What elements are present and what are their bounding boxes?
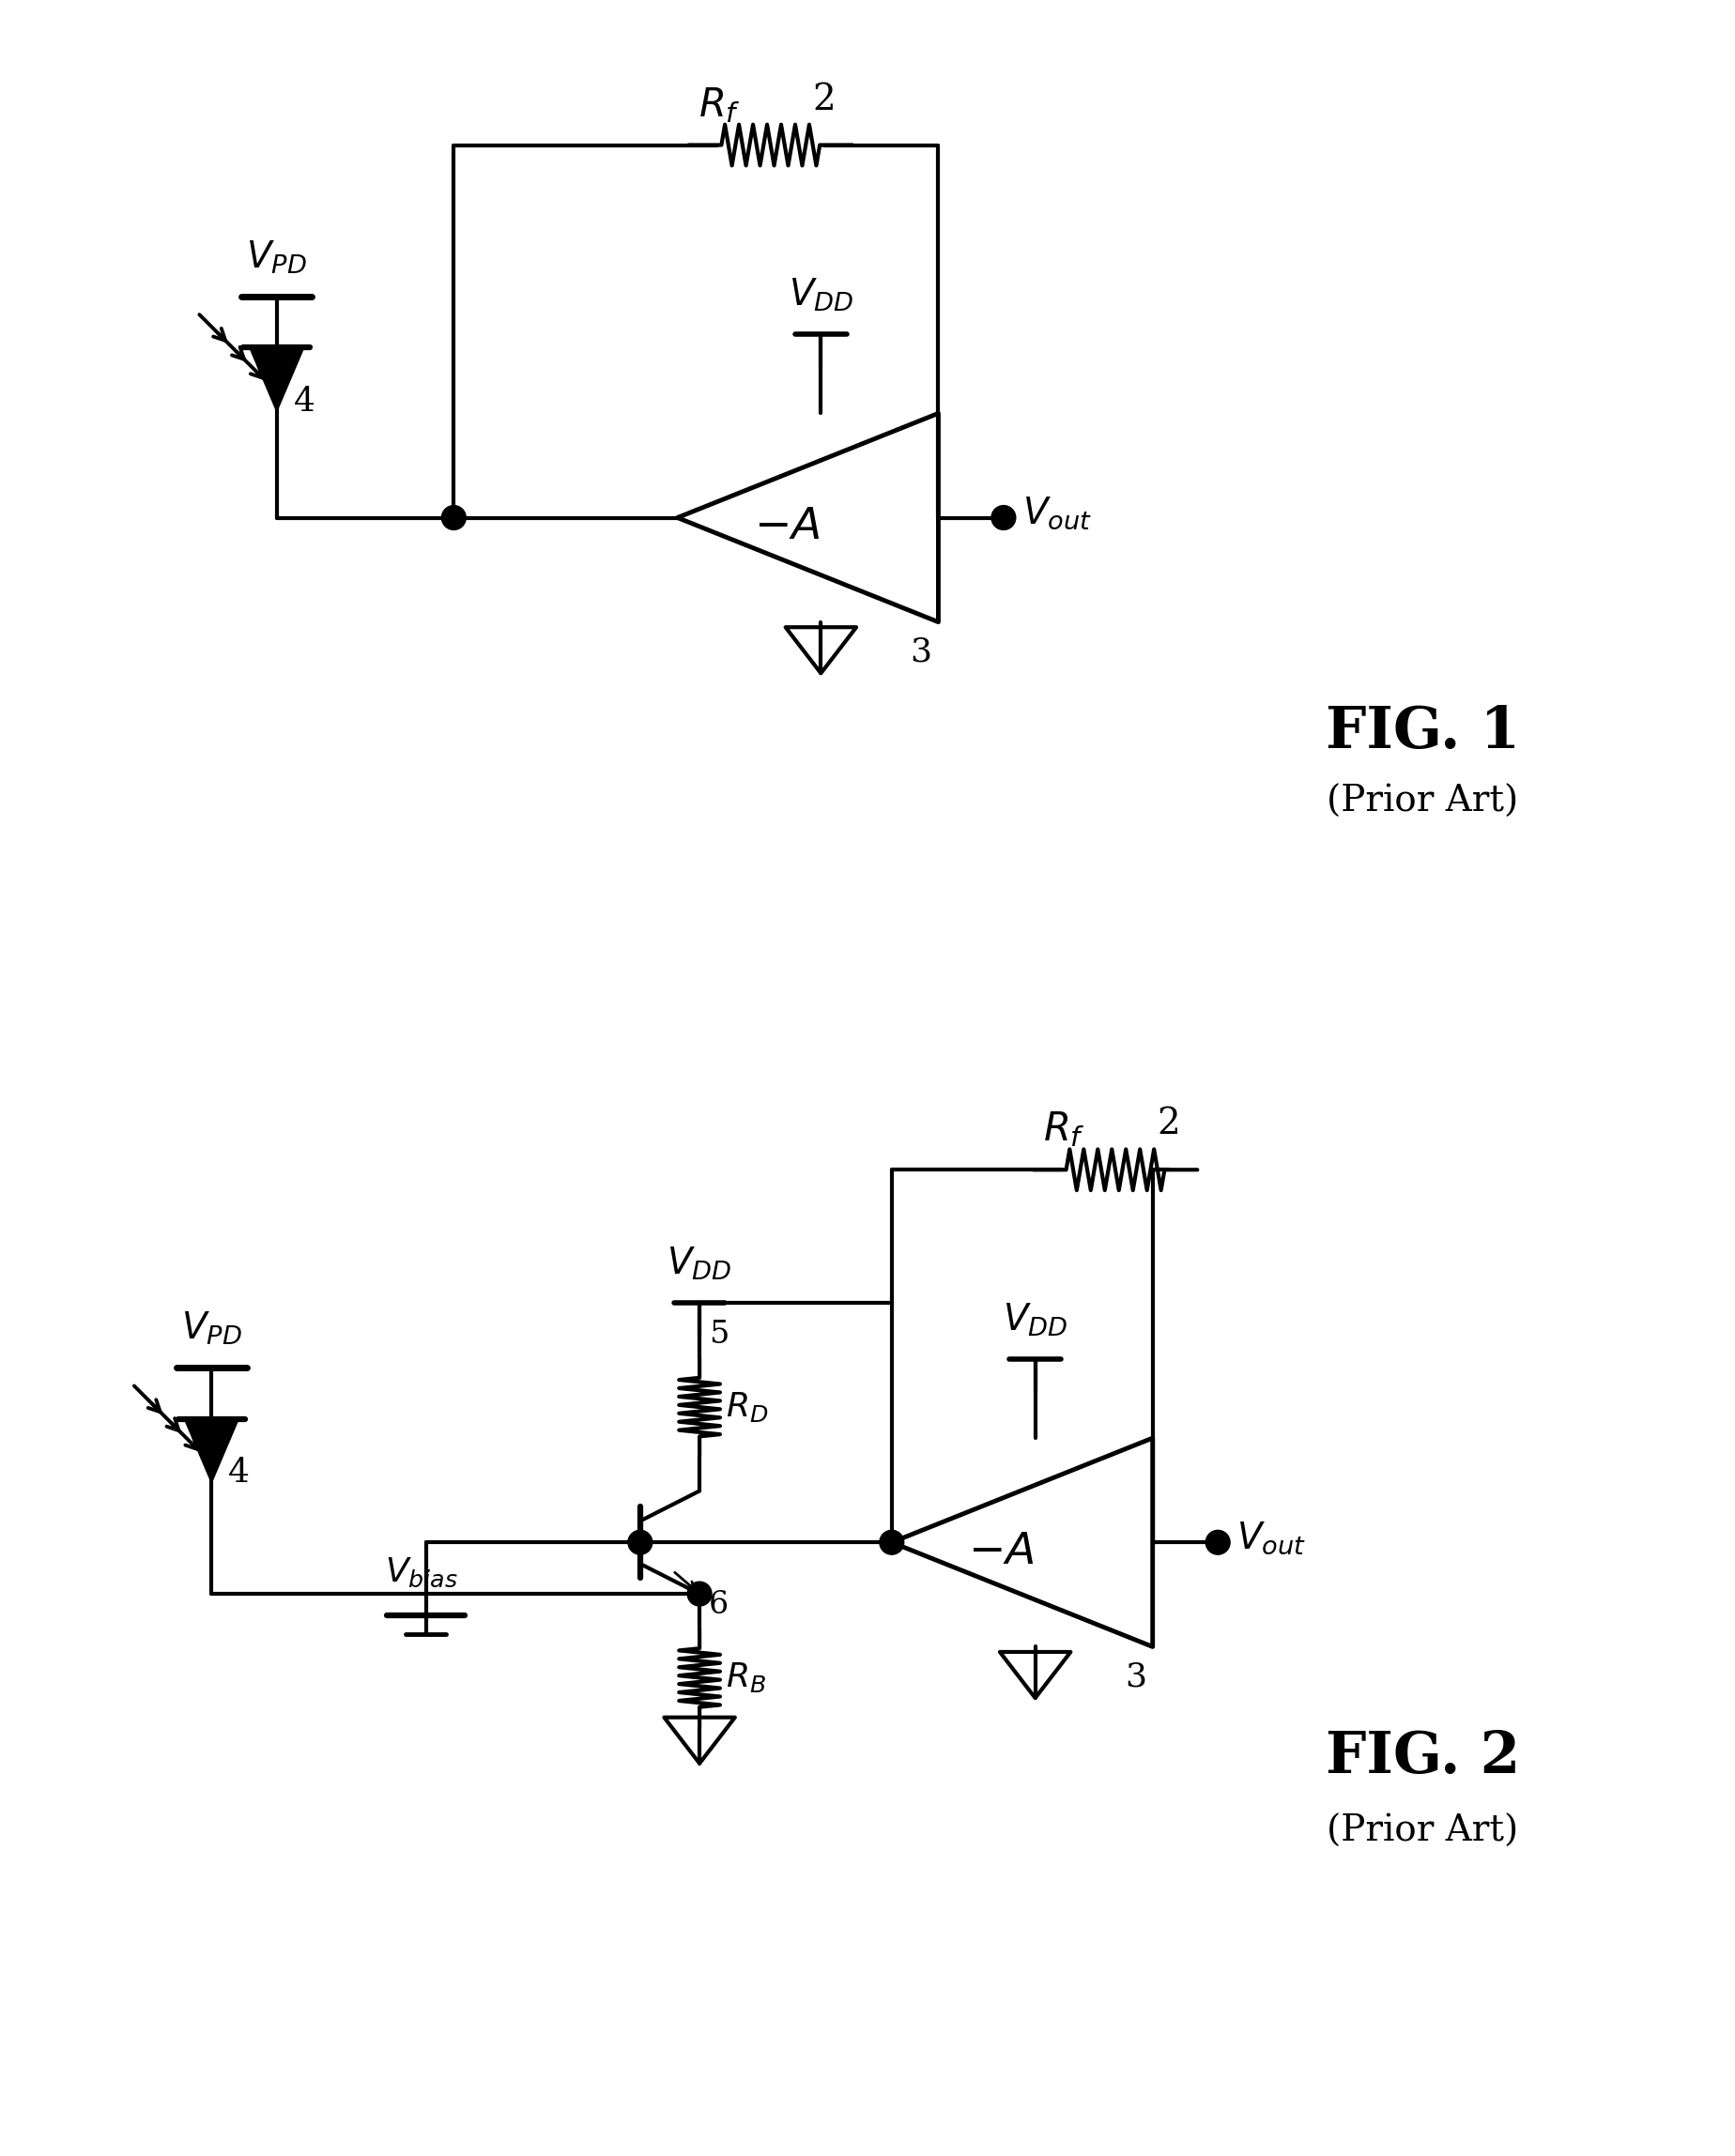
Text: 5: 5 — [708, 1319, 729, 1350]
Text: $R_f$: $R_f$ — [697, 84, 741, 125]
Text: $V_{DD}$: $V_{DD}$ — [666, 1246, 732, 1283]
Text: FIG. 2: FIG. 2 — [1326, 1729, 1520, 1785]
Circle shape — [1206, 1531, 1230, 1554]
Circle shape — [880, 1531, 904, 1554]
Text: 6: 6 — [708, 1589, 729, 1619]
Polygon shape — [186, 1419, 238, 1479]
Text: $-A$: $-A$ — [753, 505, 819, 548]
Circle shape — [441, 505, 465, 530]
Text: $V_{out}$: $V_{out}$ — [1022, 496, 1091, 530]
Text: $R_B$: $R_B$ — [725, 1660, 765, 1695]
Text: $V_{bias}$: $V_{bias}$ — [385, 1557, 458, 1589]
Text: $V_{DD}$: $V_{DD}$ — [788, 276, 854, 313]
Text: (Prior Art): (Prior Art) — [1326, 785, 1518, 819]
Text: $V_{PD}$: $V_{PD}$ — [180, 1311, 241, 1348]
Text: 3: 3 — [909, 636, 932, 668]
Text: 2: 2 — [812, 82, 835, 116]
Text: 4: 4 — [293, 386, 316, 418]
Text: $R_D$: $R_D$ — [725, 1391, 769, 1423]
Text: $-A$: $-A$ — [968, 1531, 1034, 1574]
Text: 2: 2 — [1157, 1106, 1180, 1143]
Text: 4: 4 — [229, 1457, 250, 1488]
Circle shape — [687, 1583, 711, 1606]
Text: $R_f$: $R_f$ — [1043, 1110, 1084, 1149]
Polygon shape — [252, 347, 302, 407]
Text: $V_{PD}$: $V_{PD}$ — [246, 239, 307, 276]
Text: FIG. 1: FIG. 1 — [1326, 703, 1520, 761]
Text: 3: 3 — [1124, 1660, 1145, 1692]
Circle shape — [628, 1531, 652, 1554]
Text: $V_{out}$: $V_{out}$ — [1235, 1520, 1305, 1557]
Circle shape — [991, 505, 1015, 530]
Text: $V_{DD}$: $V_{DD}$ — [1003, 1302, 1067, 1339]
Text: (Prior Art): (Prior Art) — [1326, 1813, 1518, 1848]
